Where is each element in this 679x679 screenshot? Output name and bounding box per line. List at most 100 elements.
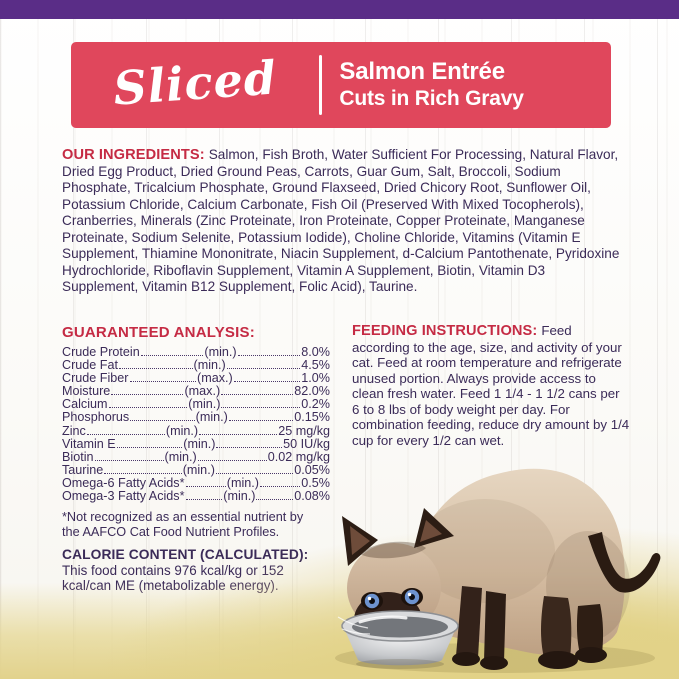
- nutrient-row: Vitamin E (min.) 50 IU/kg: [62, 436, 331, 451]
- front-leg: [456, 586, 482, 658]
- dot-leader: [256, 499, 294, 501]
- hind-leg: [576, 604, 604, 654]
- nutrient-basis: (min.): [204, 345, 237, 359]
- nutrient-row: Biotin (min.) 0.02 mg/kg: [62, 449, 331, 464]
- nutrient-name: Omega-3 Fatty Acids*: [62, 489, 185, 504]
- dot-leader: [226, 368, 301, 370]
- nutrient-name: Zinc: [62, 423, 86, 438]
- nutrient-value: 25 mg/kg: [278, 423, 331, 438]
- nutrient-name: Vitamin E: [62, 436, 116, 451]
- dot-leader: [129, 381, 197, 383]
- nutrient-value: 0.08%: [294, 489, 330, 504]
- dot-leader: [86, 433, 165, 435]
- brand-script-sliced: Sliced: [111, 50, 279, 116]
- nutrient-basis: (min.): [195, 410, 228, 425]
- nutrient-basis: (min.): [183, 436, 216, 451]
- nutrient-value: 4.5%: [301, 358, 330, 373]
- nutrient-name: Taurine: [62, 462, 104, 477]
- nutrient-name: Omega-6 Fatty Acids*: [62, 475, 185, 490]
- nutrient-value: 0.2%: [301, 397, 330, 412]
- nutrient-basis: (min.): [193, 358, 226, 373]
- dot-leader: [221, 394, 294, 396]
- purple-accent-bar: [0, 0, 679, 19]
- hind-leg: [541, 596, 572, 660]
- nutrient-basis: (max.): [184, 384, 221, 399]
- nutrient-name: Biotin: [62, 449, 94, 464]
- nutrient-value: 0.5%: [301, 475, 330, 490]
- dot-leader: [221, 407, 301, 409]
- dot-leader: [130, 420, 195, 422]
- guaranteed-analysis-heading: GUARANTEED ANALYSIS:: [62, 324, 255, 341]
- nutrient-value: 1.0%: [301, 371, 330, 386]
- nutrient-row: Phosphorus (min.) 0.15%: [62, 411, 330, 424]
- dot-leader: [140, 355, 204, 356]
- nutrient-row: Omega-6 Fatty Acids* (min.) 0.5%: [62, 475, 330, 490]
- product-banner: Sliced Salmon Entrée Cuts in Rich Gravy: [71, 42, 611, 128]
- hind-paw: [575, 647, 607, 663]
- nutrient-row: Taurine (min.) 0.05%: [62, 462, 330, 477]
- calorie-content-heading: CALORIE CONTENT (CALCULATED):: [62, 546, 309, 562]
- aafco-footnote: *Not recognized as an essential nutrient…: [62, 510, 304, 539]
- front-paw: [452, 652, 480, 666]
- cat-ear-right-inner: [420, 520, 442, 542]
- dot-leader: [216, 446, 283, 448]
- kitten-photo: [335, 468, 661, 673]
- nutrient-row: Calcium (min.) 0.2%: [62, 398, 330, 411]
- ingredients-paragraph: OUR INGREDIENTS: Salmon, Fish Broth, Wate…: [62, 147, 622, 296]
- dot-leader: [197, 459, 267, 461]
- feeding-instructions-text: Feed according to the age, size, and act…: [352, 323, 630, 448]
- nutrient-value: 8.0%: [301, 345, 331, 359]
- dot-leader: [233, 381, 301, 383]
- feeding-instructions-paragraph: FEEDING INSTRUCTIONS: Feed according to t…: [352, 323, 630, 448]
- dot-leader: [94, 459, 164, 461]
- nutrient-basis: (min.): [182, 462, 215, 477]
- product-name: Salmon Entrée: [339, 58, 505, 86]
- nutrient-name: Phosphorus: [62, 410, 130, 425]
- feeding-instructions-heading: FEEDING INSTRUCTIONS:: [352, 323, 538, 339]
- dot-leader: [185, 499, 223, 501]
- dot-leader: [104, 472, 182, 474]
- cat-eye-right: [401, 588, 423, 606]
- nutrient-name: Calcium: [62, 397, 108, 412]
- nutrient-value: 82.0%: [294, 384, 331, 399]
- cat-whiskers: [337, 616, 371, 635]
- dot-leader: [111, 394, 184, 396]
- nutrient-value: 0.15%: [294, 410, 330, 425]
- nutrient-value: 0.02 mg/kg: [267, 449, 331, 464]
- front-leg: [484, 591, 506, 662]
- food-bowl: [341, 610, 459, 669]
- guaranteed-analysis-section: GUARANTEED ANALYSIS: Crude Protein (min.)…: [62, 324, 330, 593]
- nutrient-row: Moisture (max.) 82.0%: [62, 385, 330, 398]
- nutrient-value: 0.05%: [294, 462, 330, 477]
- dot-leader: [237, 355, 301, 356]
- dot-leader: [185, 485, 226, 487]
- dot-leader: [116, 446, 183, 448]
- dot-leader: [259, 485, 301, 487]
- product-subtitle: Cuts in Rich Gravy: [339, 87, 524, 111]
- nutrient-row: Crude Fat (min.) 4.5%: [62, 358, 330, 373]
- ingredients-heading: OUR INGREDIENTS:: [62, 147, 205, 163]
- dot-leader: [108, 407, 188, 409]
- ingredients-text: Salmon, Fish Broth, Water Sufficient For…: [62, 147, 620, 294]
- dot-leader: [199, 433, 278, 435]
- nutrient-name: Crude Fat: [62, 358, 118, 373]
- nutrient-basis: (max.): [197, 371, 233, 386]
- nutrient-basis: (min.): [165, 423, 199, 438]
- nutrient-basis: (min.): [223, 489, 256, 504]
- nutrient-row: Crude Fiber (max.) 1.0%: [62, 372, 330, 385]
- forehead-shading: [360, 541, 426, 559]
- nutrient-row: Zinc (min.) 25 mg/kg: [62, 423, 331, 438]
- front-paw: [480, 656, 508, 670]
- nutrient-value: 50 IU/kg: [283, 436, 331, 451]
- cat-ear-left-inner: [350, 526, 370, 555]
- dot-leader: [228, 420, 294, 422]
- cat-tail: [588, 532, 661, 593]
- nutrient-row: Crude Protein (min.) 8.0%: [62, 345, 331, 359]
- dot-leader: [215, 472, 294, 474]
- nutrient-basis: (min.): [164, 449, 197, 464]
- nutrient-name: Crude Protein: [62, 345, 140, 359]
- fur-shading: [415, 499, 555, 603]
- nutrient-basis: (min.): [188, 397, 221, 412]
- guaranteed-analysis-table: Crude Protein (min.) 8.0% Crude Fat (min.) 4…: [62, 345, 331, 504]
